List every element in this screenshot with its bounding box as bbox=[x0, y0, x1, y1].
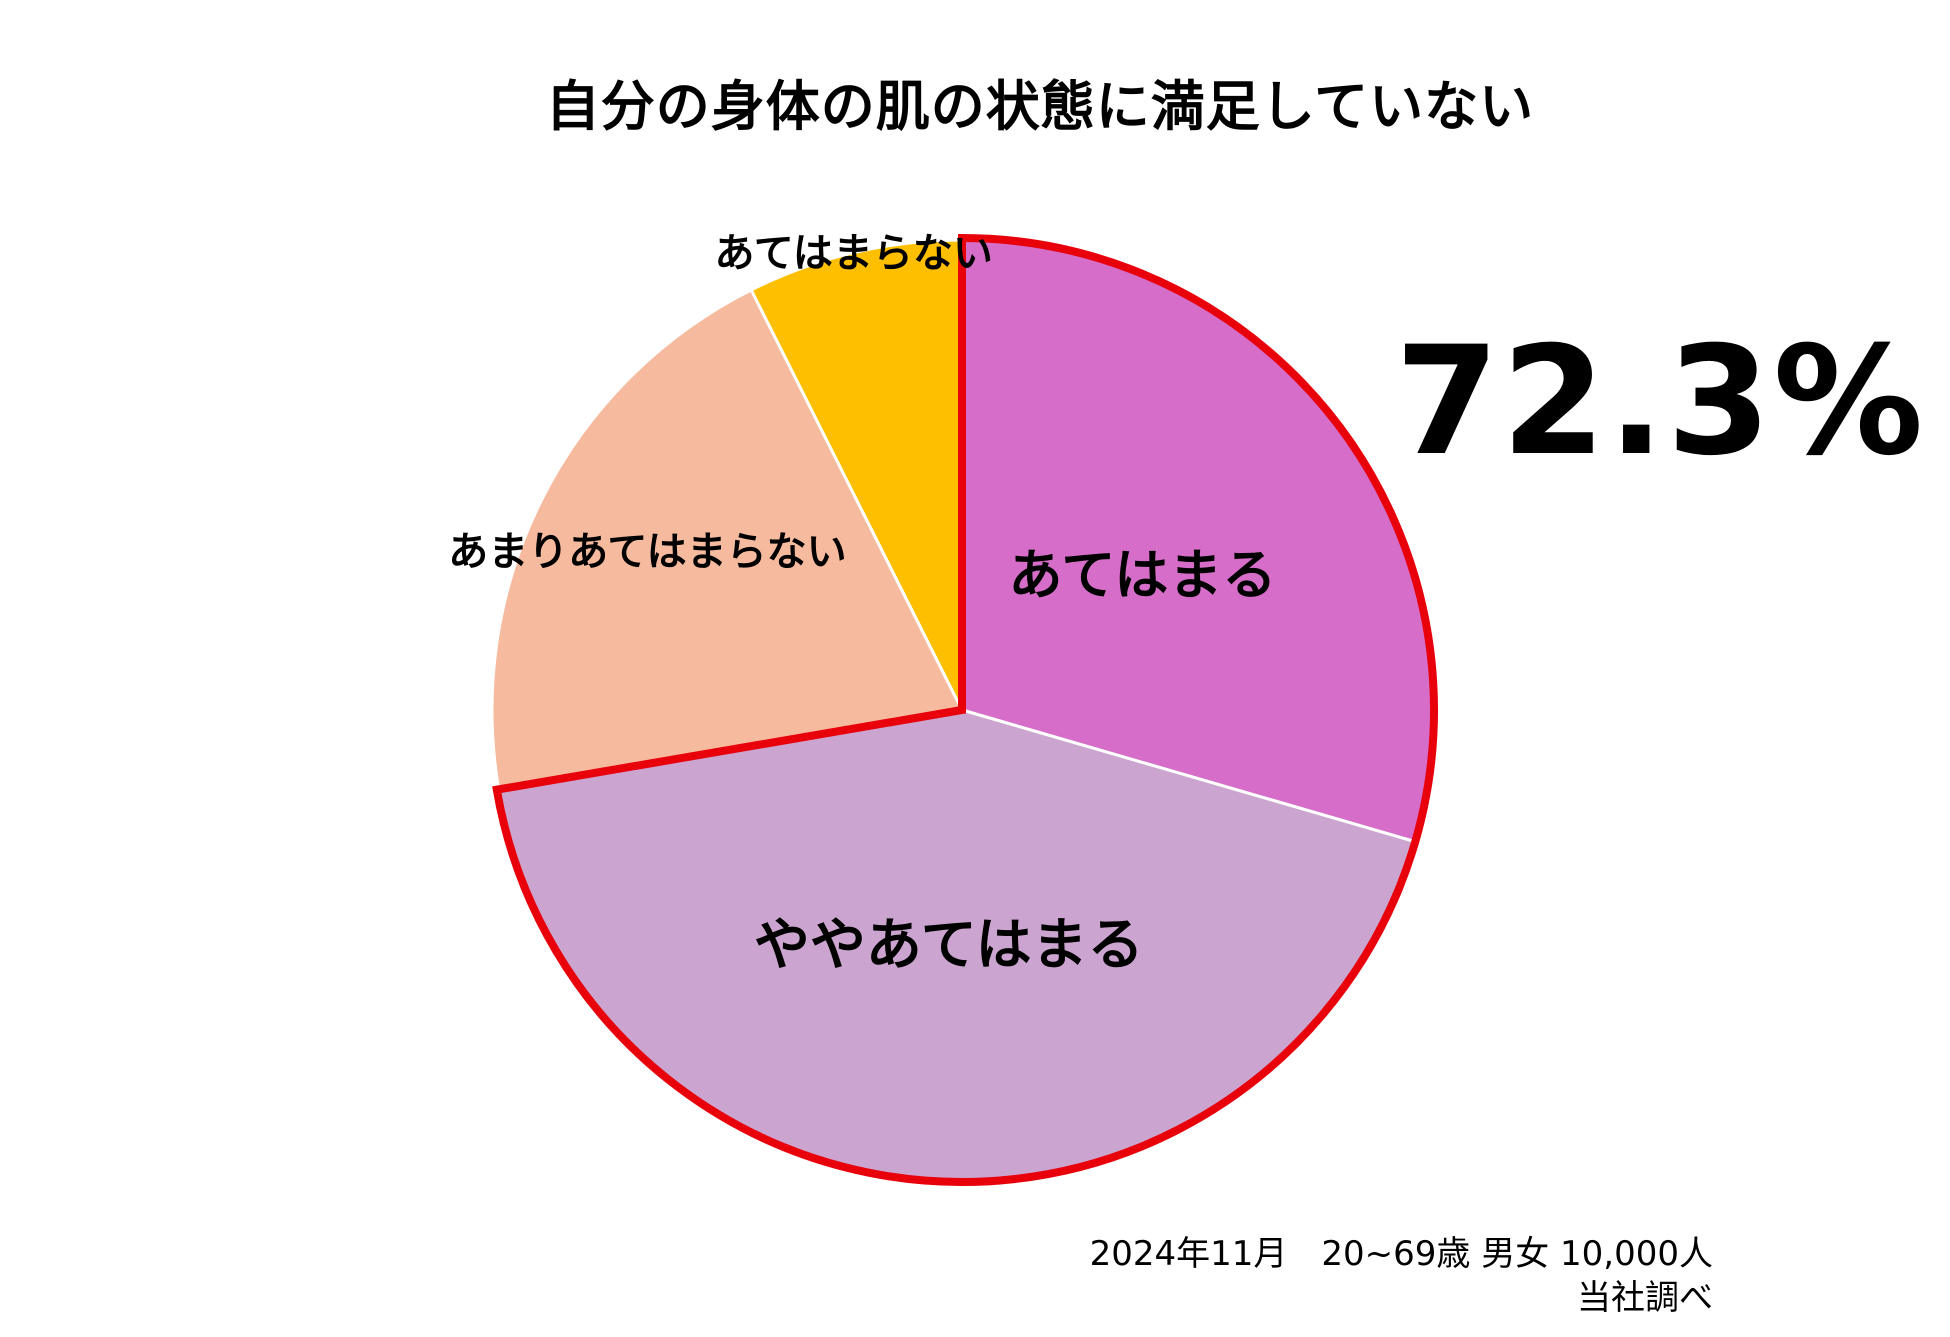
footnote-survey-info: 2024年11月 20~69歳 男女 10,000人 bbox=[1089, 1234, 1713, 1274]
footnote-source: 当社調べ bbox=[1577, 1278, 1713, 1318]
pie-slices bbox=[490, 238, 1434, 1182]
pie-slice-4-label: あてはまらない bbox=[715, 231, 993, 277]
pie-slice-1-label: あてはまる bbox=[1008, 543, 1276, 606]
pie-slice-4 bbox=[749, 238, 964, 711]
highlight-percent: 72.3% bbox=[1395, 315, 1926, 489]
chart-title: 自分の身体の肌の状態に満足していない bbox=[545, 75, 1535, 138]
pie-slice-3 bbox=[490, 287, 965, 792]
pie-slice-3-label: あまりあてはまらない bbox=[448, 529, 846, 575]
highlight-outline bbox=[492, 233, 1438, 1186]
footnote: 2024年11月 20~69歳 男女 10,000人 当社調べ bbox=[1090, 1232, 1713, 1320]
pie-slice-2-label: ややあてはまる bbox=[754, 913, 1144, 978]
